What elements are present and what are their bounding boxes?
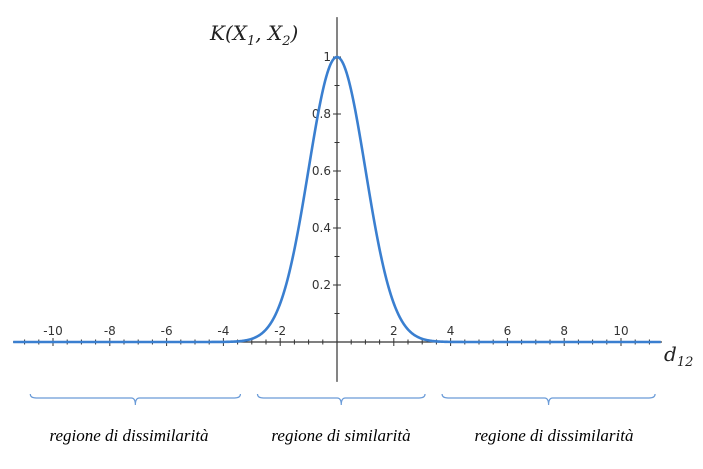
x-tick-label: -4 [217, 324, 229, 338]
y-tick-label: 0.4 [312, 221, 331, 235]
region-bracket [256, 393, 426, 406]
tick-labels: -10 -8 -6 -4 -2 2 4 6 8 10 0.2 0.4 0.6 0.8 1 [43, 50, 628, 338]
x-tick-label: -8 [104, 324, 116, 338]
x-axis-title-main: d [664, 342, 677, 366]
region-labels: regione di dissimilarità regione di simil… [50, 426, 634, 445]
y-axis-title-end: ) [290, 21, 299, 45]
x-tick-label: -10 [43, 324, 63, 338]
region-label: regione di similarità [271, 426, 410, 445]
region-label: regione di dissimilarità [50, 426, 209, 445]
x-tick-label: 10 [613, 324, 628, 338]
y-tick-label: 0.8 [312, 107, 331, 121]
y-tick-label: 0.2 [312, 278, 331, 292]
x-tick-label: 4 [447, 324, 455, 338]
y-axis-title: K(X1, X2) [209, 21, 298, 49]
x-axis-title-sub: 12 [677, 355, 694, 370]
region-brackets [29, 393, 656, 406]
y-axis-title-sub1: 1 [247, 34, 255, 49]
y-axis-title-main: K(X [209, 21, 248, 45]
x-tick-label: 6 [504, 324, 512, 338]
series-group [13, 55, 661, 344]
x-axis-title: d12 [664, 342, 693, 370]
region-label: regione di dissimilarità [475, 426, 634, 445]
y-axis-title-sub2: 2 [281, 34, 290, 49]
kernel-curve [13, 55, 661, 344]
y-tick-label: 1 [323, 50, 331, 64]
x-tick-label: -2 [274, 324, 286, 338]
y-tick-label: 0.6 [312, 164, 331, 178]
x-tick-label: 2 [390, 324, 398, 338]
region-bracket [441, 393, 656, 406]
y-axis-title-mid: , X [255, 21, 283, 45]
region-bracket [29, 393, 242, 406]
x-tick-label: -6 [161, 324, 173, 338]
x-tick-label: 8 [560, 324, 568, 338]
